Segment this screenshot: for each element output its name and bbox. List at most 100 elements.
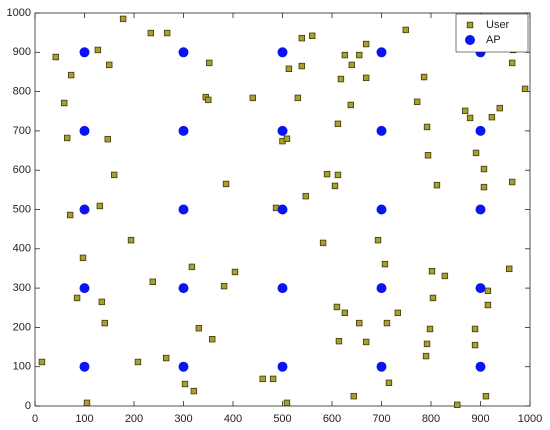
point (308, 32, 316, 39)
point (385, 379, 393, 387)
point (334, 171, 342, 179)
y-tick-label: 600 (13, 164, 31, 176)
point (508, 59, 516, 67)
point (475, 361, 486, 372)
point (61, 99, 68, 107)
point (488, 113, 496, 121)
x-tick-label: 400 (224, 413, 242, 425)
point (356, 319, 363, 327)
point (423, 340, 431, 348)
point (356, 51, 363, 59)
point (521, 85, 529, 93)
point (66, 211, 74, 219)
point (496, 104, 504, 112)
point (376, 283, 387, 294)
point (475, 204, 486, 215)
point (79, 47, 90, 58)
point (147, 29, 155, 37)
point (209, 335, 216, 343)
point (454, 401, 461, 409)
point (149, 278, 157, 286)
point (259, 375, 266, 383)
point (104, 135, 111, 143)
point (341, 309, 349, 317)
point (376, 125, 387, 136)
point (163, 29, 171, 37)
point (190, 387, 198, 395)
point (206, 59, 213, 67)
point (475, 125, 486, 136)
point (73, 294, 81, 302)
point (374, 236, 382, 244)
legend-box (455, 13, 529, 53)
point (508, 178, 516, 186)
x-tick-label: 600 (323, 413, 341, 425)
point (331, 182, 339, 190)
x-tick-label: 200 (125, 413, 143, 425)
point (249, 94, 256, 102)
point (441, 272, 449, 280)
legend-marker (466, 21, 474, 29)
point (277, 283, 288, 294)
point (134, 358, 142, 366)
x-tick-label: 0 (32, 413, 38, 425)
point (294, 94, 302, 102)
point (376, 204, 387, 215)
point (220, 282, 228, 290)
point (277, 125, 288, 136)
x-tick-label: 500 (273, 413, 291, 425)
point (334, 120, 342, 128)
point (423, 123, 431, 131)
legend-label: AP (486, 34, 501, 46)
point (79, 204, 90, 215)
point (79, 283, 90, 294)
point (178, 204, 189, 215)
x-tick-label: 900 (471, 413, 489, 425)
point (106, 61, 113, 69)
point (83, 399, 91, 407)
point (119, 15, 127, 23)
point (98, 298, 106, 306)
point (337, 75, 345, 83)
point (302, 192, 309, 200)
point (362, 74, 370, 82)
y-tick-label: 900 (13, 46, 31, 58)
point (94, 46, 102, 54)
x-tick-label: 1000 (518, 413, 542, 425)
point (79, 361, 90, 372)
point (461, 107, 469, 115)
point (341, 51, 349, 59)
y-tick-label: 400 (13, 243, 31, 255)
point (426, 325, 434, 333)
point (471, 325, 479, 333)
point (362, 338, 370, 346)
point (335, 337, 343, 345)
point (319, 239, 327, 247)
point (466, 114, 474, 122)
point (506, 265, 513, 273)
point (283, 399, 291, 407)
point (482, 392, 490, 400)
x-tick-label: 800 (422, 413, 440, 425)
point (205, 96, 212, 104)
point (350, 392, 357, 400)
point (362, 40, 370, 48)
point (52, 53, 59, 61)
point (298, 34, 306, 42)
x-tick-label: 100 (75, 413, 93, 425)
point (269, 375, 277, 383)
point (188, 263, 196, 271)
point (480, 165, 488, 173)
y-tick-label: 100 (13, 361, 31, 373)
point (376, 361, 387, 372)
point (178, 47, 189, 58)
point (428, 268, 436, 275)
point (231, 268, 239, 276)
point (475, 283, 486, 294)
y-tick-label: 300 (13, 282, 31, 294)
point (162, 354, 170, 362)
point (79, 125, 90, 136)
point (420, 73, 428, 81)
point (298, 62, 306, 70)
